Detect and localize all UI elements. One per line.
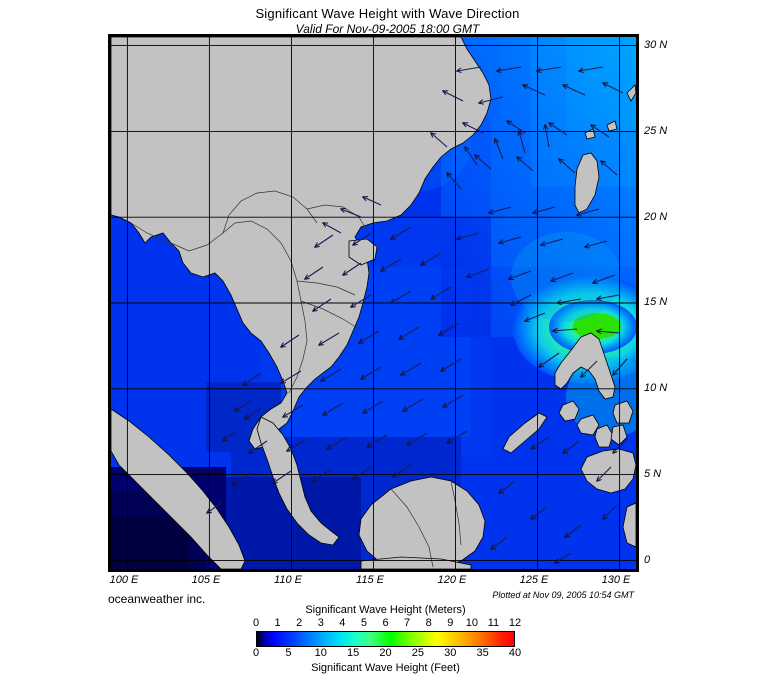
colorbar-tick-ft-5: 5: [285, 647, 292, 659]
colorbar-tick-m-2: 2: [296, 617, 303, 629]
land-malay-peninsula: [256, 416, 340, 546]
land-luzon: [554, 332, 616, 400]
land-negros: [594, 424, 614, 448]
land-mainland-asia: [111, 37, 492, 450]
colorbar-tick-m-9: 9: [447, 617, 454, 629]
colorbar-title-feet: Significant Wave Height (Feet): [311, 662, 460, 674]
colorbar-tick-m-7: 7: [404, 617, 411, 629]
land-samar: [612, 400, 634, 424]
lat-label-10n: 10 N: [644, 382, 668, 394]
lat-label-0: 0: [644, 554, 651, 566]
colorbar-tick-m-4: 4: [339, 617, 346, 629]
land-ryukyu-1: [626, 84, 636, 102]
colorbar-ticks-meters: 0 1 2 3 4 5 6 7 8 9 10 11 12: [252, 617, 521, 631]
valid-time-subtitle: Valid For Nov-09-2005 18:00 GMT: [295, 22, 480, 36]
colorbar-tick-ft-10: 10: [314, 647, 327, 659]
colorbar-tick-m-1: 1: [274, 617, 281, 629]
colorbar-tick-m-11: 11: [487, 617, 500, 629]
lon-label-100e: 100 E: [109, 574, 139, 586]
land-sulawesi: [622, 502, 636, 548]
colorbar-tick-ft-30: 30: [444, 647, 457, 659]
lon-label-130e: 130 E: [601, 574, 631, 586]
lat-label-20n: 20 N: [644, 211, 668, 223]
land-taiwan: [574, 152, 600, 214]
land-leyte: [610, 424, 628, 446]
country-borders: [130, 190, 462, 568]
page-title: Significant Wave Height with Wave Direct…: [255, 6, 520, 21]
land-sumatra: [111, 408, 246, 569]
plotted-timestamp: Plotted at Nov 09, 2005 10:54 GMT: [492, 590, 634, 600]
lat-label-15n: 15 N: [644, 296, 668, 308]
swell-lobe-north: [511, 232, 621, 322]
map-canvas[interactable]: [111, 37, 636, 569]
colorbar-tick-ft-25: 25: [411, 647, 424, 659]
colorbar-tick-m-8: 8: [425, 617, 432, 629]
land-palawan: [502, 412, 548, 454]
graticule: [111, 37, 636, 569]
lon-label-110e: 110 E: [274, 574, 302, 586]
colorbar-tick-ft-15: 15: [347, 647, 360, 659]
wave-direction-arrows: [207, 66, 628, 563]
colorbar-tick-ft-20: 20: [379, 647, 392, 659]
wave-height-map: [111, 37, 636, 569]
lat-label-25n: 25 N: [644, 125, 668, 137]
lon-label-115e: 115 E: [356, 574, 384, 586]
lon-label-105e: 105 E: [191, 574, 221, 586]
lon-label-120e: 120 E: [437, 574, 467, 586]
colorbar-tick-m-6: 6: [382, 617, 389, 629]
land-panay: [576, 414, 600, 436]
publisher-credit: oceanweather inc.: [108, 592, 206, 606]
colorbar-tick-ft-0: 0: [252, 647, 260, 659]
land-ryukyu-2: [606, 120, 618, 132]
map-plot-frame[interactable]: [108, 34, 639, 572]
lon-label-125e: 125 E: [519, 574, 549, 586]
colorbar-tick-ft-40: 40: [508, 647, 522, 659]
colorbar-tick-m-12: 12: [508, 617, 522, 629]
colorbar-title-meters: Significant Wave Height (Meters): [305, 604, 466, 616]
colorbar-tick-m-0: 0: [252, 617, 260, 629]
colorbar-ticks-feet: 0 5 10 15 20 25 30 35 40: [252, 647, 521, 661]
land-mindoro: [558, 400, 580, 422]
colorbar-tick-m-5: 5: [360, 617, 367, 629]
colorbar-tick-ft-35: 35: [476, 647, 489, 659]
colorbar-gradient: [256, 631, 515, 647]
colorbar-tick-m-3: 3: [317, 617, 324, 629]
lat-label-30n: 30 N: [644, 39, 668, 51]
lat-label-5n: 5 N: [644, 468, 662, 480]
colorbar-tick-m-10: 10: [465, 617, 478, 629]
chart-title-block: Significant Wave Height with Wave Direct…: [0, 6, 775, 36]
landmasses: [111, 37, 636, 569]
